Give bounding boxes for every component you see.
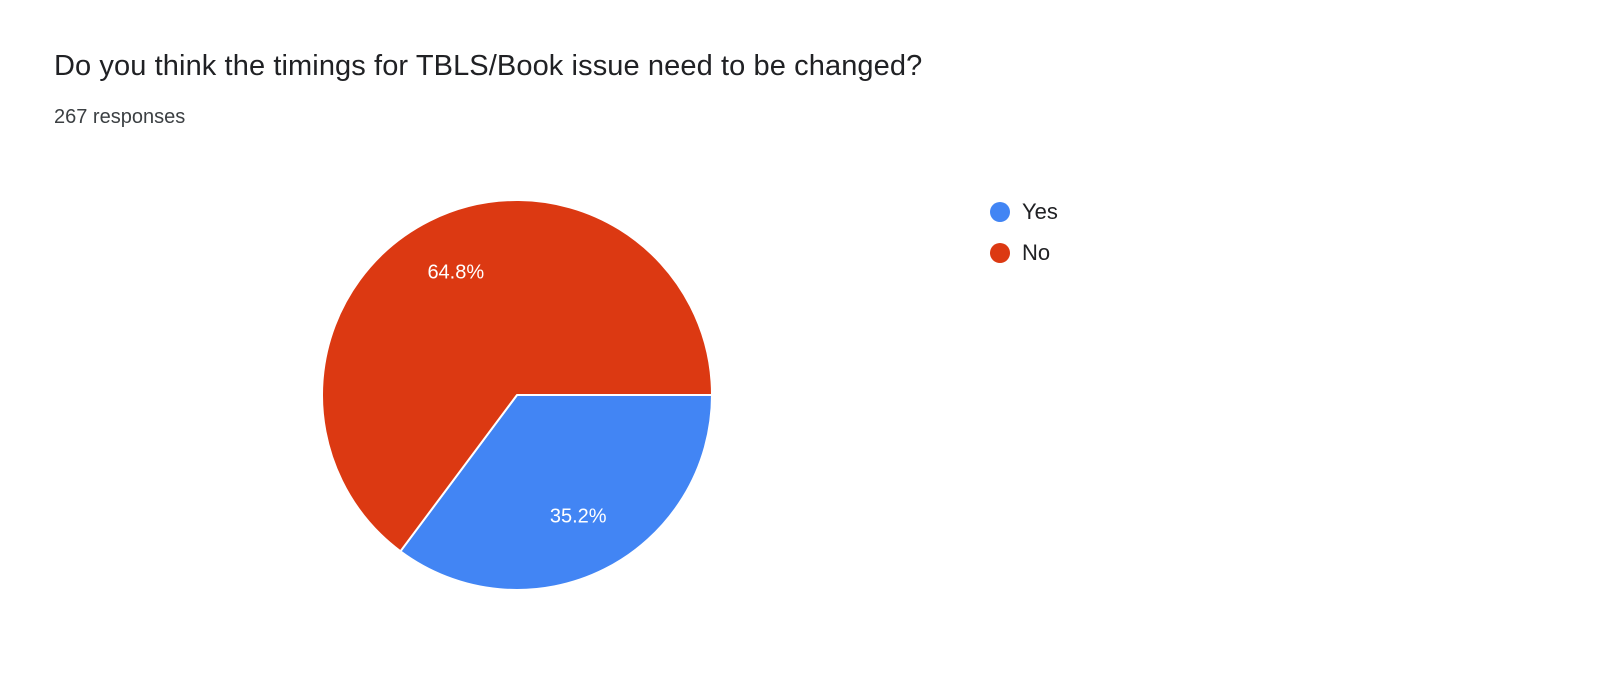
chart-legend: Yes No xyxy=(990,199,1058,282)
legend-label-yes: Yes xyxy=(1022,199,1058,224)
legend-item-no: No xyxy=(990,240,1058,265)
question-title: Do you think the timings for TBLS/Book i… xyxy=(54,50,923,82)
pie-chart: 35.2% 64.8% xyxy=(321,199,713,592)
legend-swatch-yes xyxy=(990,202,1010,222)
slice-value-label-no: 64.8% xyxy=(427,261,484,283)
pie-slice-yes[interactable] xyxy=(399,394,713,592)
legend-swatch-no xyxy=(990,243,1010,263)
legend-item-yes: Yes xyxy=(990,199,1058,224)
legend-label-no: No xyxy=(1022,240,1051,265)
pie-slice-no[interactable] xyxy=(321,199,713,553)
slice-value-label-yes: 35.2% xyxy=(550,505,607,527)
responses-count: 267 responses xyxy=(54,106,186,128)
